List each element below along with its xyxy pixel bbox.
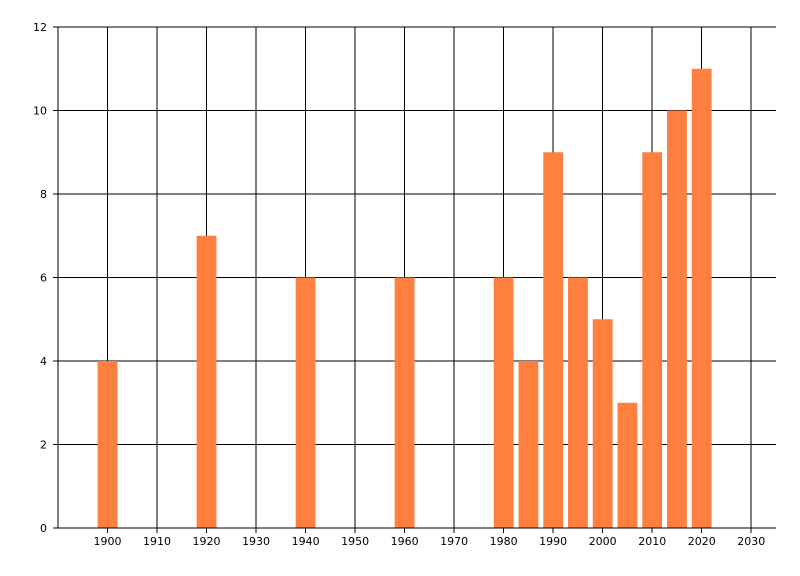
y-tick-label: 12	[33, 21, 47, 34]
x-tick-label: 1950	[341, 535, 369, 548]
x-tick-label: 1910	[143, 535, 171, 548]
y-tick-label: 6	[40, 272, 47, 285]
x-tick-label: 1920	[193, 535, 221, 548]
x-tick-label: 1900	[94, 535, 122, 548]
bar	[543, 152, 564, 528]
axes	[53, 26, 776, 533]
bar	[568, 277, 588, 528]
bar	[642, 152, 663, 528]
y-tick-label: 0	[40, 522, 47, 535]
bar	[493, 277, 514, 528]
bar	[394, 277, 415, 528]
bar	[592, 319, 613, 528]
y-tick-label: 10	[33, 105, 47, 118]
x-tick-label: 1990	[539, 535, 567, 548]
bar	[97, 361, 118, 528]
x-tick-label: 2000	[589, 535, 617, 548]
x-tick-label: 2010	[638, 535, 666, 548]
y-tick-label: 2	[40, 439, 47, 452]
bar	[518, 361, 539, 528]
x-tick-label: 2020	[688, 535, 716, 548]
x-tick-label: 1970	[440, 535, 468, 548]
y-tick-label: 4	[40, 355, 47, 368]
x-tick-label: 1960	[391, 535, 419, 548]
x-tick-label: 1940	[292, 535, 320, 548]
tick-labels: 0 2 4 6 8 10 12 1900 1910 1920 1930 1940 1950 1960 197…	[33, 21, 765, 548]
bar	[196, 235, 217, 528]
bars	[97, 68, 712, 528]
x-tick-label: 2030	[737, 535, 765, 548]
x-tick-label: 1930	[242, 535, 270, 548]
bar	[295, 277, 316, 528]
x-tick-label: 1980	[490, 535, 518, 548]
bar	[667, 110, 687, 528]
bar	[691, 68, 712, 528]
bar	[617, 402, 638, 528]
y-tick-label: 8	[40, 188, 47, 201]
